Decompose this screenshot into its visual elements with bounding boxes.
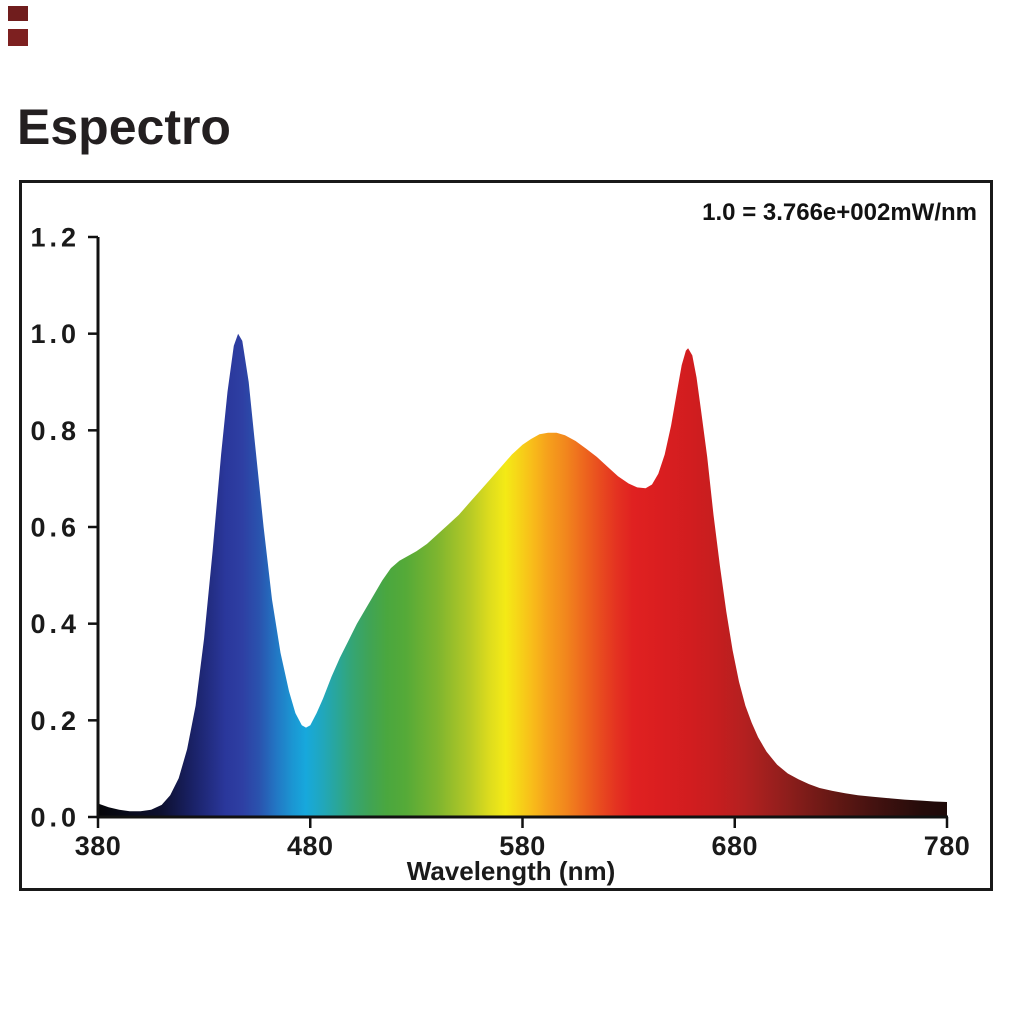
crop-artifact-mark: [8, 29, 28, 46]
spectrum-area-series: [98, 333, 947, 817]
y-axis-tick-label: 1.2: [30, 223, 80, 253]
x-axis-tick-label: 780: [924, 831, 971, 861]
page-title: Espectro: [17, 99, 231, 155]
y-axis-tick-label: 0.2: [30, 706, 80, 736]
scale-annotation: 1.0 = 3.766e+002mW/nm: [702, 199, 977, 226]
x-axis-title: Wavelength (nm): [407, 856, 615, 886]
x-axis-tick-label: 380: [75, 831, 122, 861]
y-axis-tick-label: 0.6: [30, 513, 80, 543]
y-axis-tick-label: 0.0: [30, 803, 80, 833]
y-axis-tick-label: 1.0: [30, 319, 80, 349]
chart-frame: 0.0 0.2 0.4 0.6 0.8 1.0 1.2 380 480 580 680 780 Wave…: [19, 180, 993, 891]
x-axis-tick-label: 680: [711, 831, 758, 861]
y-axis-tick-label: 0.8: [30, 416, 80, 446]
spectrum-plot: 0.0 0.2 0.4 0.6 0.8 1.0 1.2 380 480 580 680 780 Wave…: [30, 223, 971, 887]
crop-artifact-mark: [8, 6, 28, 21]
x-axis-tick-label: 480: [287, 831, 334, 861]
x-axis-tick-label: 580: [499, 831, 546, 861]
y-axis-tick-label: 0.4: [30, 609, 80, 639]
